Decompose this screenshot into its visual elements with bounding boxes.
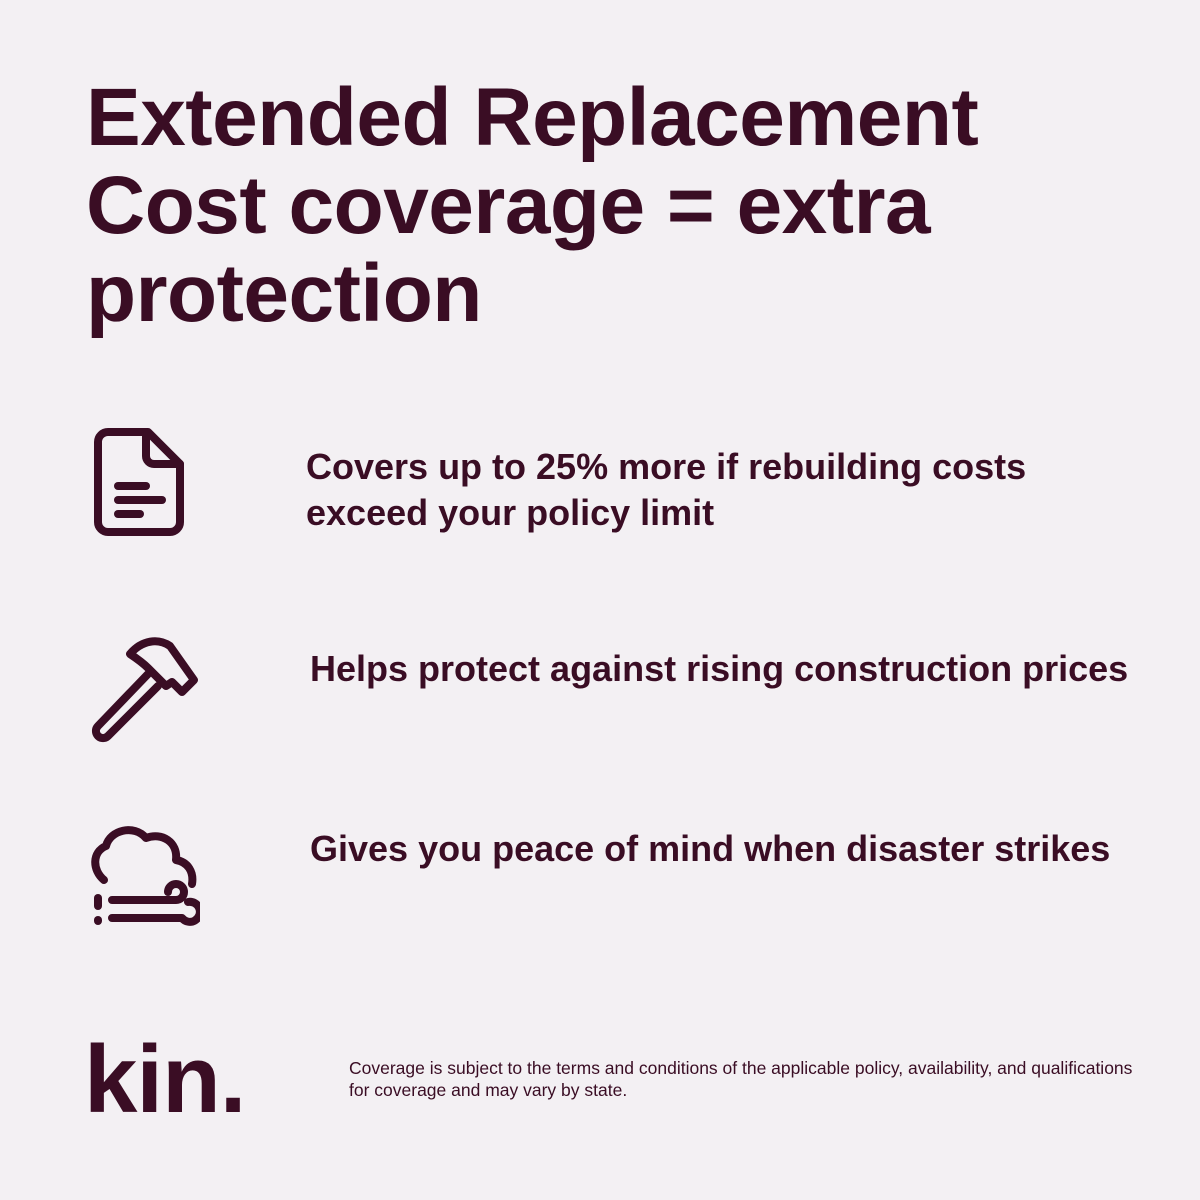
document-icon (84, 424, 188, 545)
headline: Extended Replacement Cost coverage = ext… (86, 72, 979, 339)
disclaimer-text: Coverage is subject to the terms and con… (349, 1058, 1133, 1100)
storm-cloud-icon (84, 818, 204, 935)
feature-text: Helps protect against rising constructio… (310, 648, 1129, 689)
hammer-icon (84, 630, 200, 749)
feature-text: Gives you peace of mind when disaster st… (310, 828, 1111, 869)
kin-logo: kin. (84, 1026, 246, 1133)
feature-text: Covers up to 25% more if rebuilding cost… (306, 446, 1027, 533)
